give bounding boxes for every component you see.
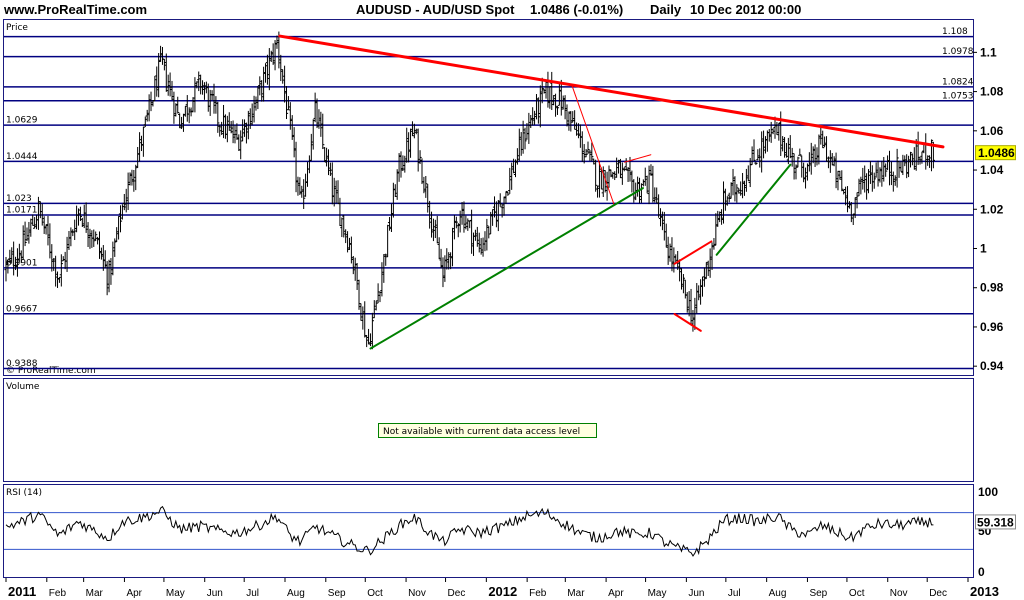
red-trendline — [571, 84, 615, 205]
chart-quote: 1.0486 (-0.01%) — [530, 2, 623, 17]
level-label: 0.9901 — [6, 258, 38, 268]
month-label: Mar — [86, 588, 104, 599]
level-label: 1.0171 — [6, 205, 38, 215]
red-trendline — [673, 313, 702, 332]
site-name[interactable]: www.ProRealTime.com — [3, 2, 147, 17]
level-label: 1.023 — [6, 194, 32, 204]
chart-title: AUDUSD - AUD/USD Spot — [356, 2, 515, 17]
month-label: Dec — [929, 588, 947, 599]
green-trendline — [715, 163, 792, 256]
month-label: Nov — [408, 588, 426, 599]
price-tick-label: 0.94 — [980, 359, 1004, 373]
chart-period: Daily — [650, 2, 682, 17]
price-tick-label: 1 — [980, 241, 987, 255]
month-label: Feb — [529, 588, 547, 599]
year-label: 2012 — [488, 584, 517, 599]
month-label: Sep — [809, 588, 827, 599]
price-panel[interactable] — [3, 19, 974, 376]
red-trendline — [278, 34, 945, 149]
level-label: 0.9667 — [6, 304, 38, 314]
time-axis: 2011 Feb Mar Apr May Jun Jul Aug Sep Oct Nov Dec 201… — [5, 578, 999, 599]
rsi-last-label: 59.318 — [977, 515, 1014, 529]
rsi-last-box — [975, 514, 1016, 530]
level-label: 1.0753 — [942, 91, 974, 101]
volume-notice-box — [378, 423, 597, 438]
month-label: Mar — [567, 588, 585, 599]
trendlines — [278, 34, 945, 350]
rsi-tick-label: 100 — [978, 485, 998, 499]
month-label: Aug — [287, 588, 305, 599]
volume-notice: Not available with current data access l… — [383, 427, 580, 437]
month-label: Sep — [328, 588, 346, 599]
rsi-panel-label: RSI (14) — [6, 488, 42, 498]
month-label: Nov — [890, 588, 908, 599]
price-axis: 1.1 1.08 1.06 1.04 1.02 1 0.98 0.96 0.94 1.0486 — [973, 45, 1016, 373]
month-label: Oct — [849, 588, 865, 599]
price-tick-label: 1.02 — [980, 202, 1004, 216]
level-label: 1.108 — [942, 27, 968, 37]
month-label: Apr — [608, 588, 624, 599]
price-tick-label: 0.98 — [980, 281, 1004, 295]
price-tick-label: 1.1 — [980, 45, 997, 59]
red-trendline — [624, 154, 652, 163]
month-label: May — [166, 588, 185, 599]
level-label: 1.0824 — [942, 77, 974, 87]
level-label: 1.0978 — [942, 47, 974, 57]
month-label: Apr — [126, 588, 142, 599]
level-label: 1.0444 — [6, 152, 38, 162]
level-label: 0.9388 — [6, 359, 38, 369]
price-tick-label: 1.06 — [980, 124, 1004, 138]
last-price-box — [975, 145, 1016, 161]
price-tick-label: 1.04 — [980, 163, 1004, 177]
price-tick-label: 0.96 — [980, 320, 1004, 334]
month-label: Oct — [367, 588, 383, 599]
month-label: Jul — [728, 588, 741, 599]
year-label: 2013 — [970, 584, 999, 599]
volume-panel-label: Volume — [6, 382, 40, 392]
chart-date: 10 Dec 2012 00:00 — [690, 2, 801, 17]
month-label: May — [648, 588, 667, 599]
price-panel-label: Price — [6, 23, 28, 33]
red-trendline — [673, 240, 713, 265]
support-resistance-levels: 1.108 1.0978 1.0824 1.0753 1.0629 1.0444 1.023… — [4, 27, 974, 370]
month-label: Aug — [769, 588, 787, 599]
last-price-label: 1.0486 — [978, 146, 1015, 160]
price-candles — [4, 31, 935, 350]
rsi-line — [5, 505, 934, 557]
month-label: Feb — [49, 588, 67, 599]
price-tick-label: 1.08 — [980, 85, 1004, 99]
month-label: Jun — [688, 588, 704, 599]
rsi-tick-label: 0 — [978, 565, 985, 579]
month-label: Jun — [207, 588, 223, 599]
year-label: 2011 — [8, 584, 36, 599]
level-label: 1.0629 — [6, 116, 38, 126]
month-label: Dec — [448, 588, 466, 599]
green-trendline — [369, 187, 644, 350]
watermark: © ProRealTime.com — [6, 366, 96, 376]
month-label: Jul — [246, 588, 259, 599]
